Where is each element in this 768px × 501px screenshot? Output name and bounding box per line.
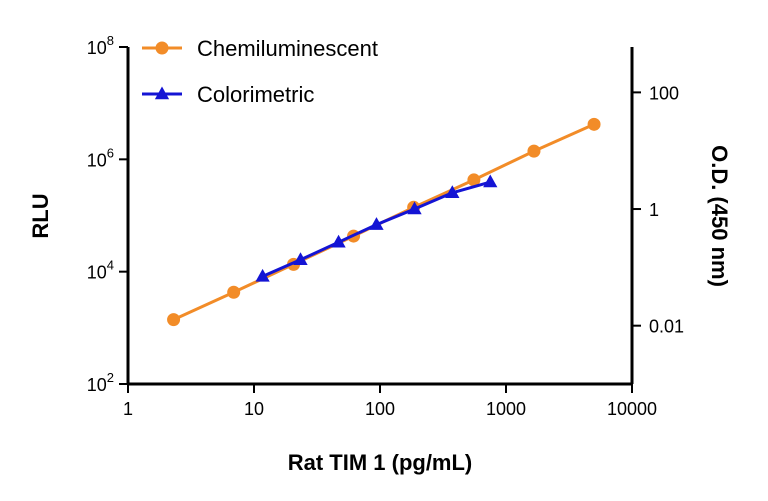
x-ticks: 1 10 100 1000 10000 <box>123 384 657 419</box>
x-tick-label: 10 <box>244 399 264 419</box>
left-y-tick-label: 104 <box>87 258 114 283</box>
x-tick-label: 100 <box>365 399 395 419</box>
data-point <box>467 173 481 187</box>
left-y-axis-title: RLU <box>28 193 53 238</box>
legend-label: Chemiluminescent <box>197 36 378 61</box>
legend-marker <box>154 86 170 100</box>
right-y-ticks: 0.01 1 100 <box>632 83 684 337</box>
left-y-tick-label: 102 <box>87 370 114 395</box>
left-y-tick-label: 108 <box>87 33 114 58</box>
x-tick-label: 1000 <box>486 399 526 419</box>
legend: Chemiluminescent Colorimetric <box>142 36 378 107</box>
right-y-axis-title: O.D. (450 nm) <box>707 145 732 287</box>
right-y-tick-label: 0.01 <box>649 317 684 337</box>
data-point <box>445 185 460 199</box>
left-y-tick-label: 106 <box>87 145 114 170</box>
data-point <box>255 268 270 282</box>
x-tick-label: 1 <box>123 399 133 419</box>
data-point <box>369 217 384 230</box>
legend-label: Colorimetric <box>197 82 314 107</box>
legend-marker <box>155 41 169 55</box>
series-layer <box>167 117 601 327</box>
data-point <box>407 201 422 215</box>
data-point <box>483 174 498 188</box>
data-point <box>527 144 541 158</box>
x-tick-label: 10000 <box>607 399 657 419</box>
data-point <box>293 252 308 266</box>
data-point <box>331 234 346 248</box>
left-y-ticks: 102 104 106 108 <box>87 33 128 395</box>
right-y-tick-label: 100 <box>649 83 679 103</box>
data-point <box>587 117 601 131</box>
right-y-tick-label: 1 <box>649 200 659 220</box>
data-point <box>167 313 181 327</box>
data-point <box>227 285 241 299</box>
x-axis-title: Rat TIM 1 (pg/mL) <box>288 450 473 475</box>
